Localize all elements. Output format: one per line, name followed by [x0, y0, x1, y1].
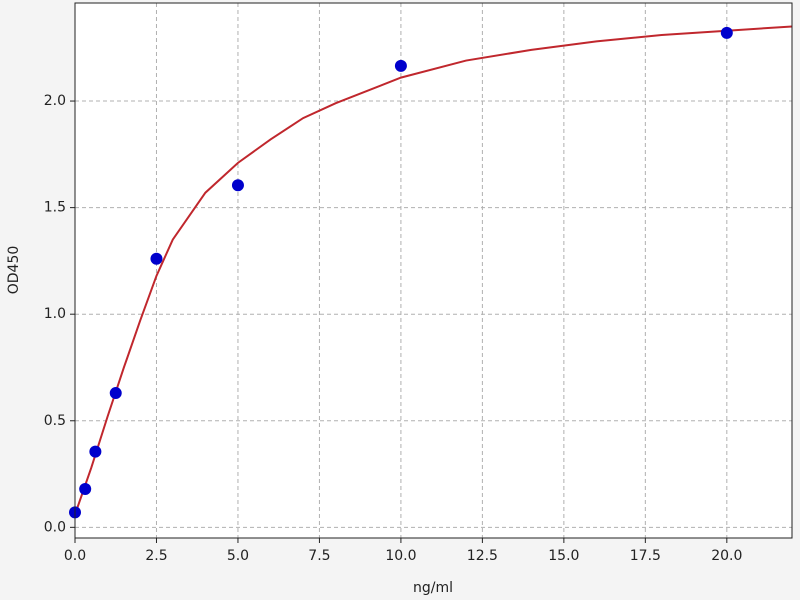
data-point [394, 59, 407, 72]
x-tick-label: 20.0 [711, 548, 742, 564]
data-point [89, 445, 102, 458]
x-tick-label: 17.5 [630, 548, 661, 564]
data-point [150, 252, 163, 265]
marks [69, 25, 793, 519]
x-tick-label: 2.5 [145, 548, 167, 564]
x-tick-label: 10.0 [385, 548, 416, 564]
data-point [720, 26, 733, 39]
fit-curve [74, 25, 793, 515]
x-axis-label: ng/ml [413, 580, 453, 596]
x-tick-label: 12.5 [467, 548, 498, 564]
x-tick-label: 15.0 [548, 548, 579, 564]
x-tick-label: 5.0 [227, 548, 249, 564]
y-tick-label: 1.0 [44, 306, 66, 322]
y-axis-label: OD450 [6, 246, 22, 295]
x-tick-label: 0.0 [64, 548, 86, 564]
plot-border [74, 2, 793, 539]
x-tick-label: 7.5 [308, 548, 330, 564]
y-tick-label: 2.0 [44, 93, 66, 109]
y-tick-label: 0.5 [44, 413, 66, 429]
data-point [231, 179, 244, 192]
data-point [79, 482, 92, 495]
data-point [109, 387, 122, 400]
y-tick-label: 0.0 [44, 519, 66, 535]
plot-area [75, 3, 792, 538]
y-tick-label: 1.5 [44, 200, 66, 216]
